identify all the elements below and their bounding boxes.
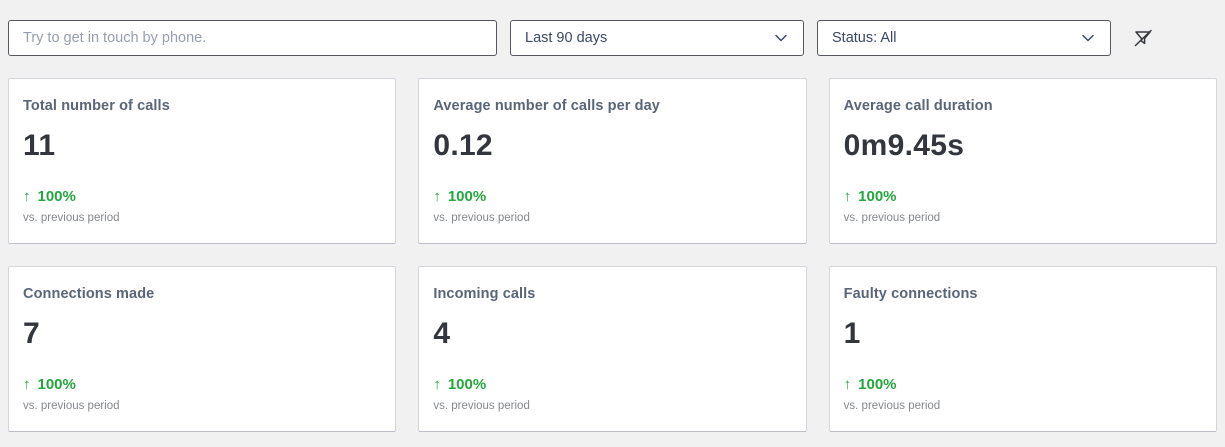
card-title: Faulty connections xyxy=(843,286,978,302)
card-value: 4 xyxy=(433,317,451,350)
card-value: 7 xyxy=(23,317,40,350)
arrow-up-icon: ↑ xyxy=(433,376,441,393)
card-change: ↑ 100% xyxy=(844,376,1202,393)
card-change: ↑ 100% xyxy=(844,188,1202,205)
date-range-selected-value: Last 90 days xyxy=(525,30,608,46)
card-caption: vs. previous period xyxy=(23,400,120,412)
date-range-dropdown[interactable]: Last 90 days xyxy=(510,20,804,56)
card-caption: vs. previous period xyxy=(433,212,530,224)
card-caption: vs. previous period xyxy=(843,212,941,224)
card-change-value: 100% xyxy=(858,188,897,205)
card-incoming-calls: Incoming calls 4 ↑ 100% vs. previous per… xyxy=(418,266,807,432)
card-value: 0m9.45s xyxy=(843,129,965,162)
card-caption: vs. previous period xyxy=(433,400,530,412)
card-title: Total number of calls xyxy=(23,98,170,114)
arrow-up-icon: ↑ xyxy=(23,188,31,205)
card-title: Incoming calls xyxy=(433,286,536,302)
arrow-up-icon: ↑ xyxy=(23,376,31,393)
card-title: Connections made xyxy=(23,286,155,302)
arrow-up-icon: ↑ xyxy=(843,376,852,393)
card-average-calls-per-day: Average number of calls per day 0.12 ↑ 1… xyxy=(418,78,807,244)
card-title: Average call duration xyxy=(843,98,993,114)
card-change-value: 100% xyxy=(37,376,76,393)
card-caption: vs. previous period xyxy=(23,212,120,224)
card-change-value: 100% xyxy=(37,188,76,205)
search-input[interactable] xyxy=(8,20,497,56)
card-change: ↑ 100% xyxy=(433,376,791,393)
status-selected-value: Status: All xyxy=(832,30,897,46)
card-change-value: 100% xyxy=(447,188,487,205)
card-change: ↑ 100% xyxy=(23,376,381,393)
arrow-up-icon: ↑ xyxy=(843,188,852,205)
card-faulty-connections: Faulty connections 1 ↑ 100% vs. previous… xyxy=(828,266,1217,432)
card-value: 1 xyxy=(843,317,861,350)
card-change: ↑ 100% xyxy=(23,188,381,205)
filter-off-icon xyxy=(1134,29,1152,47)
card-change-value: 100% xyxy=(858,376,897,393)
card-total-number-of-calls: Total number of calls 11 ↑ 100% vs. prev… xyxy=(8,78,397,244)
card-change: ↑ 100% xyxy=(433,188,791,205)
call-statistics-dashboard: Last 90 days Status: All Total number of… xyxy=(8,20,1217,432)
card-change-value: 100% xyxy=(447,376,487,393)
card-connections-made: Connections made 7 ↑ 100% vs. previous p… xyxy=(8,266,397,432)
filter-bar: Last 90 days Status: All xyxy=(8,20,1217,56)
status-dropdown[interactable]: Status: All xyxy=(817,20,1111,56)
card-caption: vs. previous period xyxy=(843,400,941,412)
card-value: 0.12 xyxy=(433,129,493,162)
chevron-down-icon xyxy=(1082,34,1094,42)
card-average-call-duration: Average call duration 0m9.45s ↑ 100% vs.… xyxy=(828,78,1217,244)
chevron-down-icon xyxy=(775,34,787,42)
card-title: Average number of calls per day xyxy=(433,98,660,114)
metric-cards-grid: Total number of calls 11 ↑ 100% vs. prev… xyxy=(8,78,1217,432)
arrow-up-icon: ↑ xyxy=(433,188,441,205)
clear-filters-button[interactable] xyxy=(1130,25,1156,51)
card-value: 11 xyxy=(23,129,56,162)
